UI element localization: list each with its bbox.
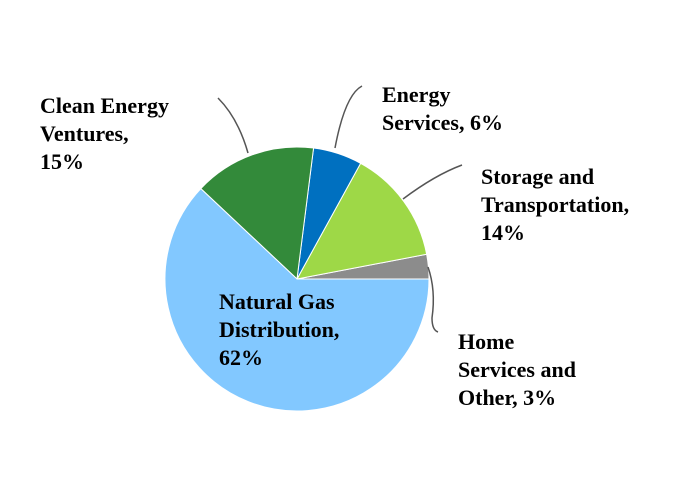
slice-clean-energy-ventures xyxy=(200,146,315,281)
label-energy-services: Energy Services, 6% xyxy=(382,82,503,135)
label-home-services: Home Services and Other, 3% xyxy=(458,329,576,410)
leader-line-storage xyxy=(402,164,463,200)
leader-line-home-services xyxy=(427,266,439,333)
label-natural-gas: Natural Gas Distribution, 62% xyxy=(219,289,340,370)
leader-line-energy-services xyxy=(334,85,363,149)
label-storage: Storage and Transportation, 14% xyxy=(481,164,630,245)
leader-line-clean-energy xyxy=(217,97,249,154)
slice-natural-gas-distribution xyxy=(164,187,430,412)
label-clean-energy: Clean Energy Ventures, 15% xyxy=(40,93,169,174)
slice-storage-and-transportation xyxy=(296,162,428,280)
